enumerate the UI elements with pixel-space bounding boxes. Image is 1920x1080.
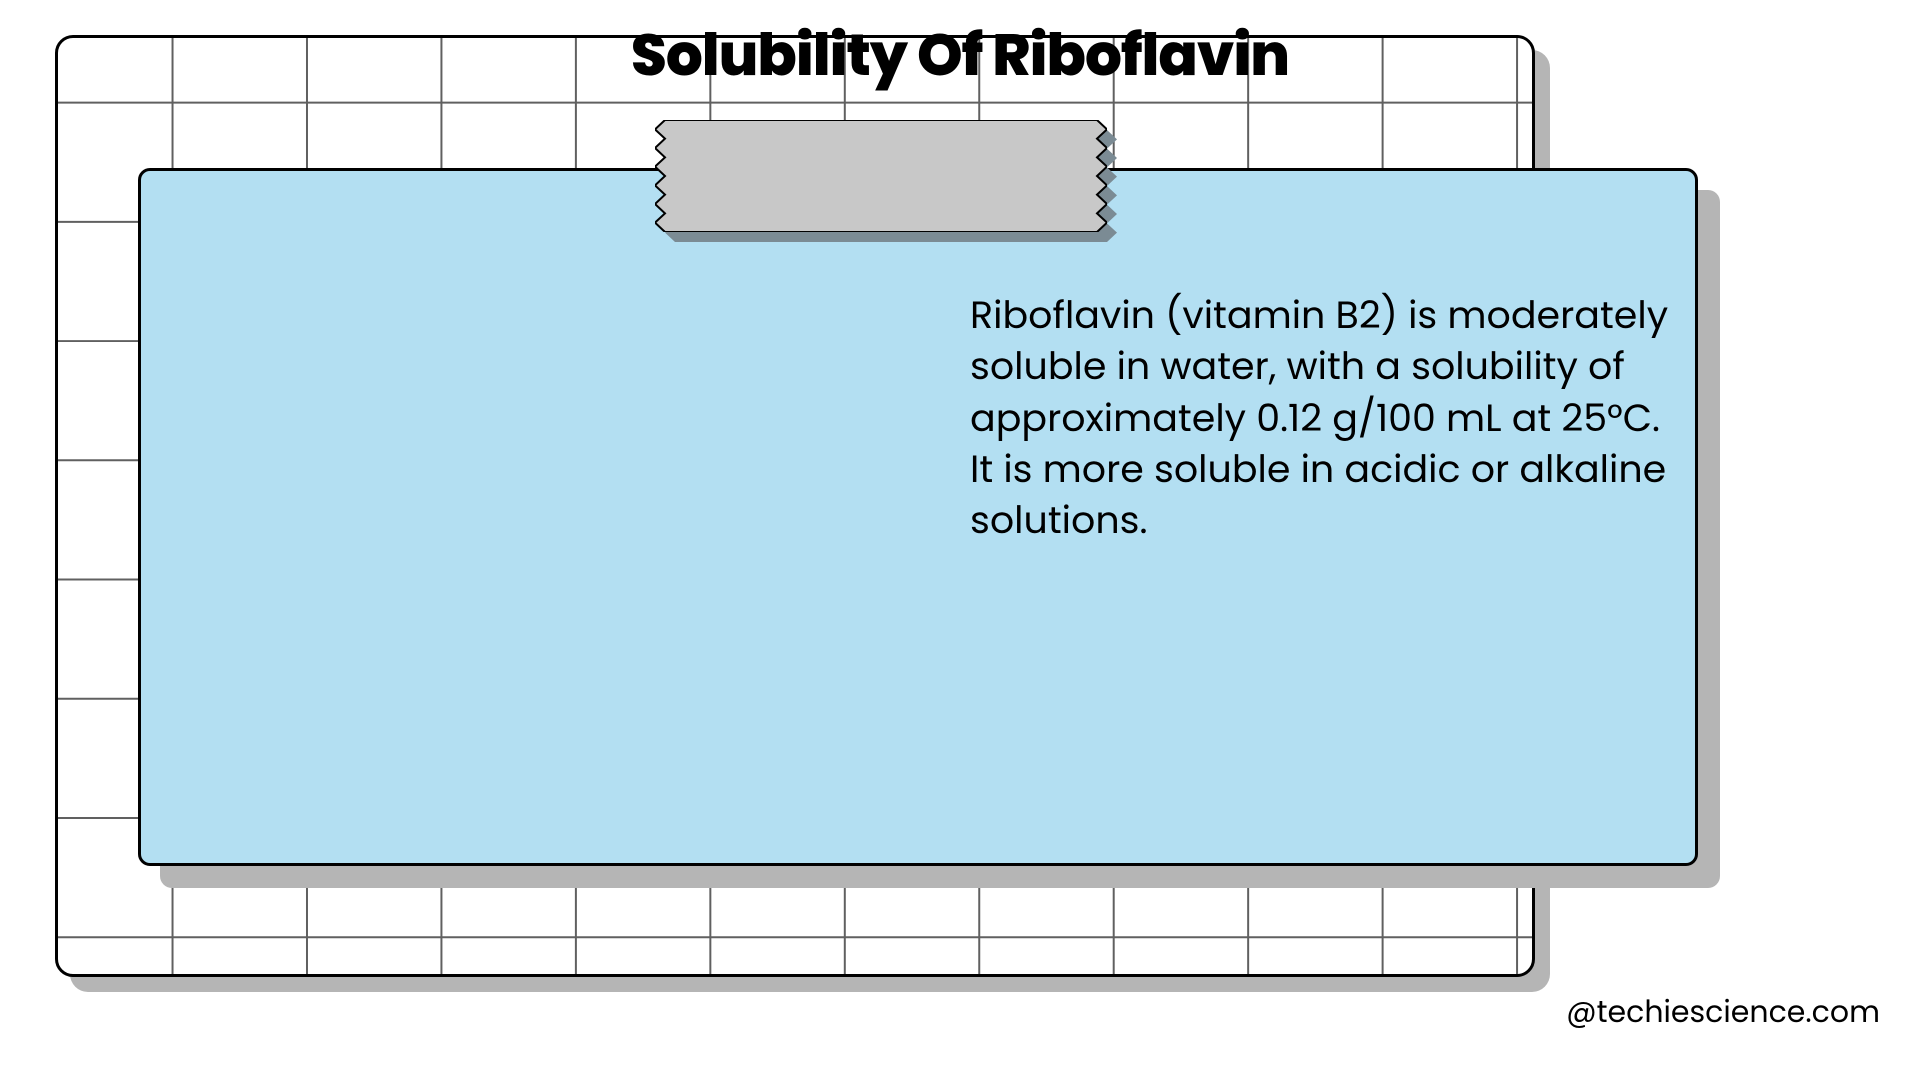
- card-body-text: Riboflavin (vitamin B2) is moderately so…: [970, 290, 1690, 546]
- tape-icon: [655, 120, 1107, 232]
- attribution-text: @techiescience.com: [1566, 989, 1880, 1035]
- page-title: Solubility Of Riboflavin: [0, 12, 1920, 99]
